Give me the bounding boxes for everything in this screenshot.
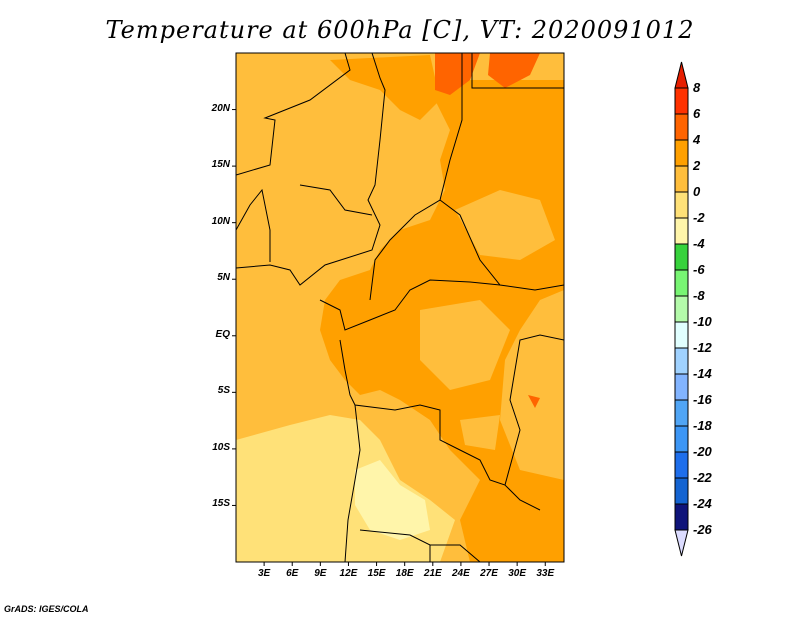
colorbar-box	[674, 451, 689, 479]
colorbar-label: 6	[693, 106, 701, 121]
colorbar-box	[674, 295, 689, 323]
colorbar-box	[674, 347, 689, 375]
colorbar-box	[674, 191, 689, 219]
lon-label: 6E	[286, 568, 299, 579]
colorbar-label: -20	[693, 444, 712, 459]
colorbar-box	[674, 269, 689, 297]
colorbar-label: 4	[693, 132, 701, 147]
colorbar-label: -16	[693, 392, 712, 407]
lon-label: 9E	[314, 568, 327, 579]
colorbar-label: -2	[693, 210, 705, 225]
lat-label: 20N	[211, 102, 230, 114]
colorbar-label: 0	[693, 184, 701, 199]
axis-ticks	[232, 109, 546, 566]
colorbar-label: -14	[693, 366, 712, 381]
colorbar-label: -10	[693, 314, 712, 329]
colorbar-label: 2	[693, 158, 701, 173]
lon-label: 30E	[508, 568, 527, 579]
lon-label: 18E	[395, 568, 414, 579]
colorbar-label: -8	[693, 288, 705, 303]
colorbar-label: -12	[693, 340, 712, 355]
colorbar-box	[674, 217, 689, 245]
chart-title: Temperature at 600hPa [C], VT: 202009101…	[105, 16, 695, 44]
lon-label: 12E	[339, 568, 358, 579]
colorbar-box	[674, 243, 689, 271]
colorbar-label: -18	[693, 418, 712, 433]
lon-label: 3E	[257, 568, 271, 579]
lat-label: 10N	[211, 215, 230, 227]
lat-label: 15N	[211, 159, 230, 171]
country-borders	[236, 53, 564, 562]
colorbar-box	[674, 87, 689, 115]
map-frame	[235, 52, 565, 563]
colorbar-box	[674, 165, 689, 193]
footer-credit: GrADS: IGES/COLA	[4, 604, 89, 614]
lon-label: 24E	[452, 568, 470, 579]
colorbar-box	[674, 399, 689, 427]
colorbar-box	[674, 503, 689, 531]
colorbar-box	[674, 477, 689, 505]
lon-label: 27E	[480, 568, 498, 579]
lat-label: 5S	[217, 385, 230, 397]
colorbar-over-triangle	[674, 61, 689, 89]
lon-label: 15E	[367, 568, 386, 579]
colorbar-box	[674, 113, 689, 141]
colorbar-box	[674, 139, 689, 167]
lat-label: EQ	[215, 328, 230, 340]
fill-0-2-patches	[420, 190, 555, 450]
contour-fills	[236, 53, 564, 562]
fill-2-4-north	[330, 55, 440, 120]
colorbar	[674, 61, 689, 557]
fill-4-6	[435, 53, 540, 408]
colorbar-label: -24	[693, 496, 712, 511]
lat-label: 15S	[212, 498, 230, 510]
colorbar-label: 8	[693, 80, 701, 95]
lon-label: 33E	[536, 568, 555, 579]
colorbar-box	[674, 373, 689, 401]
colorbar-label: -6	[693, 262, 705, 277]
colorbar-label: -4	[693, 236, 705, 251]
colorbar-box	[674, 321, 689, 349]
fill-neg4-neg2	[355, 460, 430, 540]
lat-label: 5N	[217, 272, 230, 284]
colorbar-box	[674, 425, 689, 453]
colorbar-under-triangle	[674, 529, 689, 557]
lat-label: 10S	[212, 441, 230, 453]
lon-label: 21E	[423, 568, 442, 579]
colorbar-label: -26	[693, 522, 712, 537]
colorbar-label: -22	[693, 470, 712, 485]
